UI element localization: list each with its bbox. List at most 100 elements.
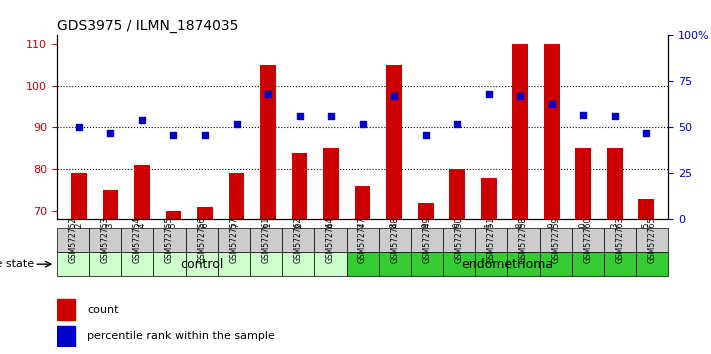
Bar	[166, 211, 181, 219]
FancyBboxPatch shape	[218, 252, 250, 276]
Text: GSM572760: GSM572760	[584, 217, 592, 263]
Point	[388, 93, 400, 99]
Point	[451, 121, 463, 127]
Bar	[513, 44, 528, 219]
Text: GSM572750: GSM572750	[453, 222, 461, 268]
Text: GSM572758: GSM572758	[519, 217, 528, 263]
FancyBboxPatch shape	[122, 228, 154, 252]
Text: GSM572756: GSM572756	[201, 222, 210, 268]
Text: GSM572765: GSM572765	[648, 217, 657, 263]
Text: GSM572749: GSM572749	[421, 222, 430, 268]
Text: control: control	[180, 258, 223, 271]
Text: endometrioma: endometrioma	[461, 258, 553, 271]
Point	[137, 117, 148, 123]
Point	[294, 114, 305, 119]
Point	[73, 125, 85, 130]
FancyBboxPatch shape	[475, 228, 508, 252]
Text: disease state: disease state	[0, 259, 34, 269]
Bar	[57, 299, 75, 320]
Text: GSM572765: GSM572765	[642, 222, 651, 268]
Bar	[544, 44, 560, 219]
FancyBboxPatch shape	[443, 228, 475, 252]
Bar	[71, 173, 87, 219]
FancyBboxPatch shape	[604, 228, 636, 252]
Text: GSM572753: GSM572753	[106, 222, 115, 268]
Text: GSM572764: GSM572764	[326, 217, 335, 263]
Point	[483, 91, 494, 97]
Text: GSM572763: GSM572763	[616, 217, 624, 263]
Bar	[607, 148, 623, 219]
FancyBboxPatch shape	[572, 228, 604, 252]
Bar	[449, 169, 465, 219]
Point	[609, 114, 621, 119]
Text: GSM572757: GSM572757	[232, 222, 241, 268]
FancyBboxPatch shape	[314, 228, 346, 252]
Bar	[134, 165, 150, 219]
Text: GSM572755: GSM572755	[169, 222, 178, 268]
FancyBboxPatch shape	[57, 252, 89, 276]
Text: percentile rank within the sample: percentile rank within the sample	[87, 331, 275, 341]
Point	[168, 132, 179, 138]
FancyBboxPatch shape	[282, 252, 314, 276]
FancyBboxPatch shape	[186, 252, 218, 276]
Text: GSM572747: GSM572747	[358, 217, 367, 263]
FancyBboxPatch shape	[540, 252, 572, 276]
FancyBboxPatch shape	[636, 228, 668, 252]
FancyBboxPatch shape	[346, 252, 379, 276]
Text: count: count	[87, 305, 119, 315]
Text: GSM572749: GSM572749	[422, 217, 432, 263]
Bar	[324, 148, 339, 219]
Text: GSM572762: GSM572762	[295, 222, 304, 268]
Text: GSM572752: GSM572752	[68, 217, 77, 263]
Point	[420, 132, 432, 138]
Text: GSM572761: GSM572761	[262, 217, 271, 263]
FancyBboxPatch shape	[604, 252, 636, 276]
FancyBboxPatch shape	[508, 252, 540, 276]
Text: GSM572761: GSM572761	[264, 222, 272, 268]
FancyBboxPatch shape	[636, 252, 668, 276]
Text: GSM572754: GSM572754	[137, 222, 146, 268]
Point	[641, 130, 652, 136]
FancyBboxPatch shape	[379, 252, 411, 276]
FancyBboxPatch shape	[218, 228, 250, 252]
Text: GSM572748: GSM572748	[390, 217, 400, 263]
Point	[546, 101, 557, 106]
Bar	[355, 186, 370, 219]
Bar	[418, 203, 434, 219]
FancyBboxPatch shape	[154, 252, 186, 276]
Text: GSM572762: GSM572762	[294, 217, 303, 263]
FancyBboxPatch shape	[57, 228, 89, 252]
Text: GSM572756: GSM572756	[197, 217, 206, 263]
Bar	[575, 148, 591, 219]
Bar	[386, 65, 402, 219]
Point	[262, 91, 274, 97]
FancyBboxPatch shape	[346, 228, 379, 252]
Point	[231, 121, 242, 127]
Text: GSM572758: GSM572758	[515, 222, 525, 268]
Text: GSM572750: GSM572750	[454, 217, 464, 263]
Bar	[292, 153, 307, 219]
FancyBboxPatch shape	[282, 228, 314, 252]
Bar	[638, 199, 654, 219]
Point	[577, 112, 589, 118]
Text: GSM572751: GSM572751	[487, 217, 496, 263]
Text: GSM572759: GSM572759	[551, 217, 560, 263]
Text: GSM572754: GSM572754	[133, 217, 141, 263]
FancyBboxPatch shape	[540, 228, 572, 252]
FancyBboxPatch shape	[443, 252, 475, 276]
FancyBboxPatch shape	[122, 252, 154, 276]
FancyBboxPatch shape	[89, 228, 122, 252]
FancyBboxPatch shape	[379, 228, 411, 252]
FancyBboxPatch shape	[250, 228, 282, 252]
Bar	[481, 178, 496, 219]
Bar	[57, 326, 75, 347]
Text: GSM572755: GSM572755	[165, 217, 174, 263]
Text: GSM572747: GSM572747	[358, 222, 367, 268]
Text: GSM572763: GSM572763	[610, 222, 619, 268]
FancyBboxPatch shape	[411, 228, 443, 252]
Text: GSM572764: GSM572764	[326, 222, 336, 268]
Bar	[229, 173, 245, 219]
Text: GSM572757: GSM572757	[230, 217, 238, 263]
Text: GSM572748: GSM572748	[390, 222, 399, 268]
FancyBboxPatch shape	[475, 252, 508, 276]
